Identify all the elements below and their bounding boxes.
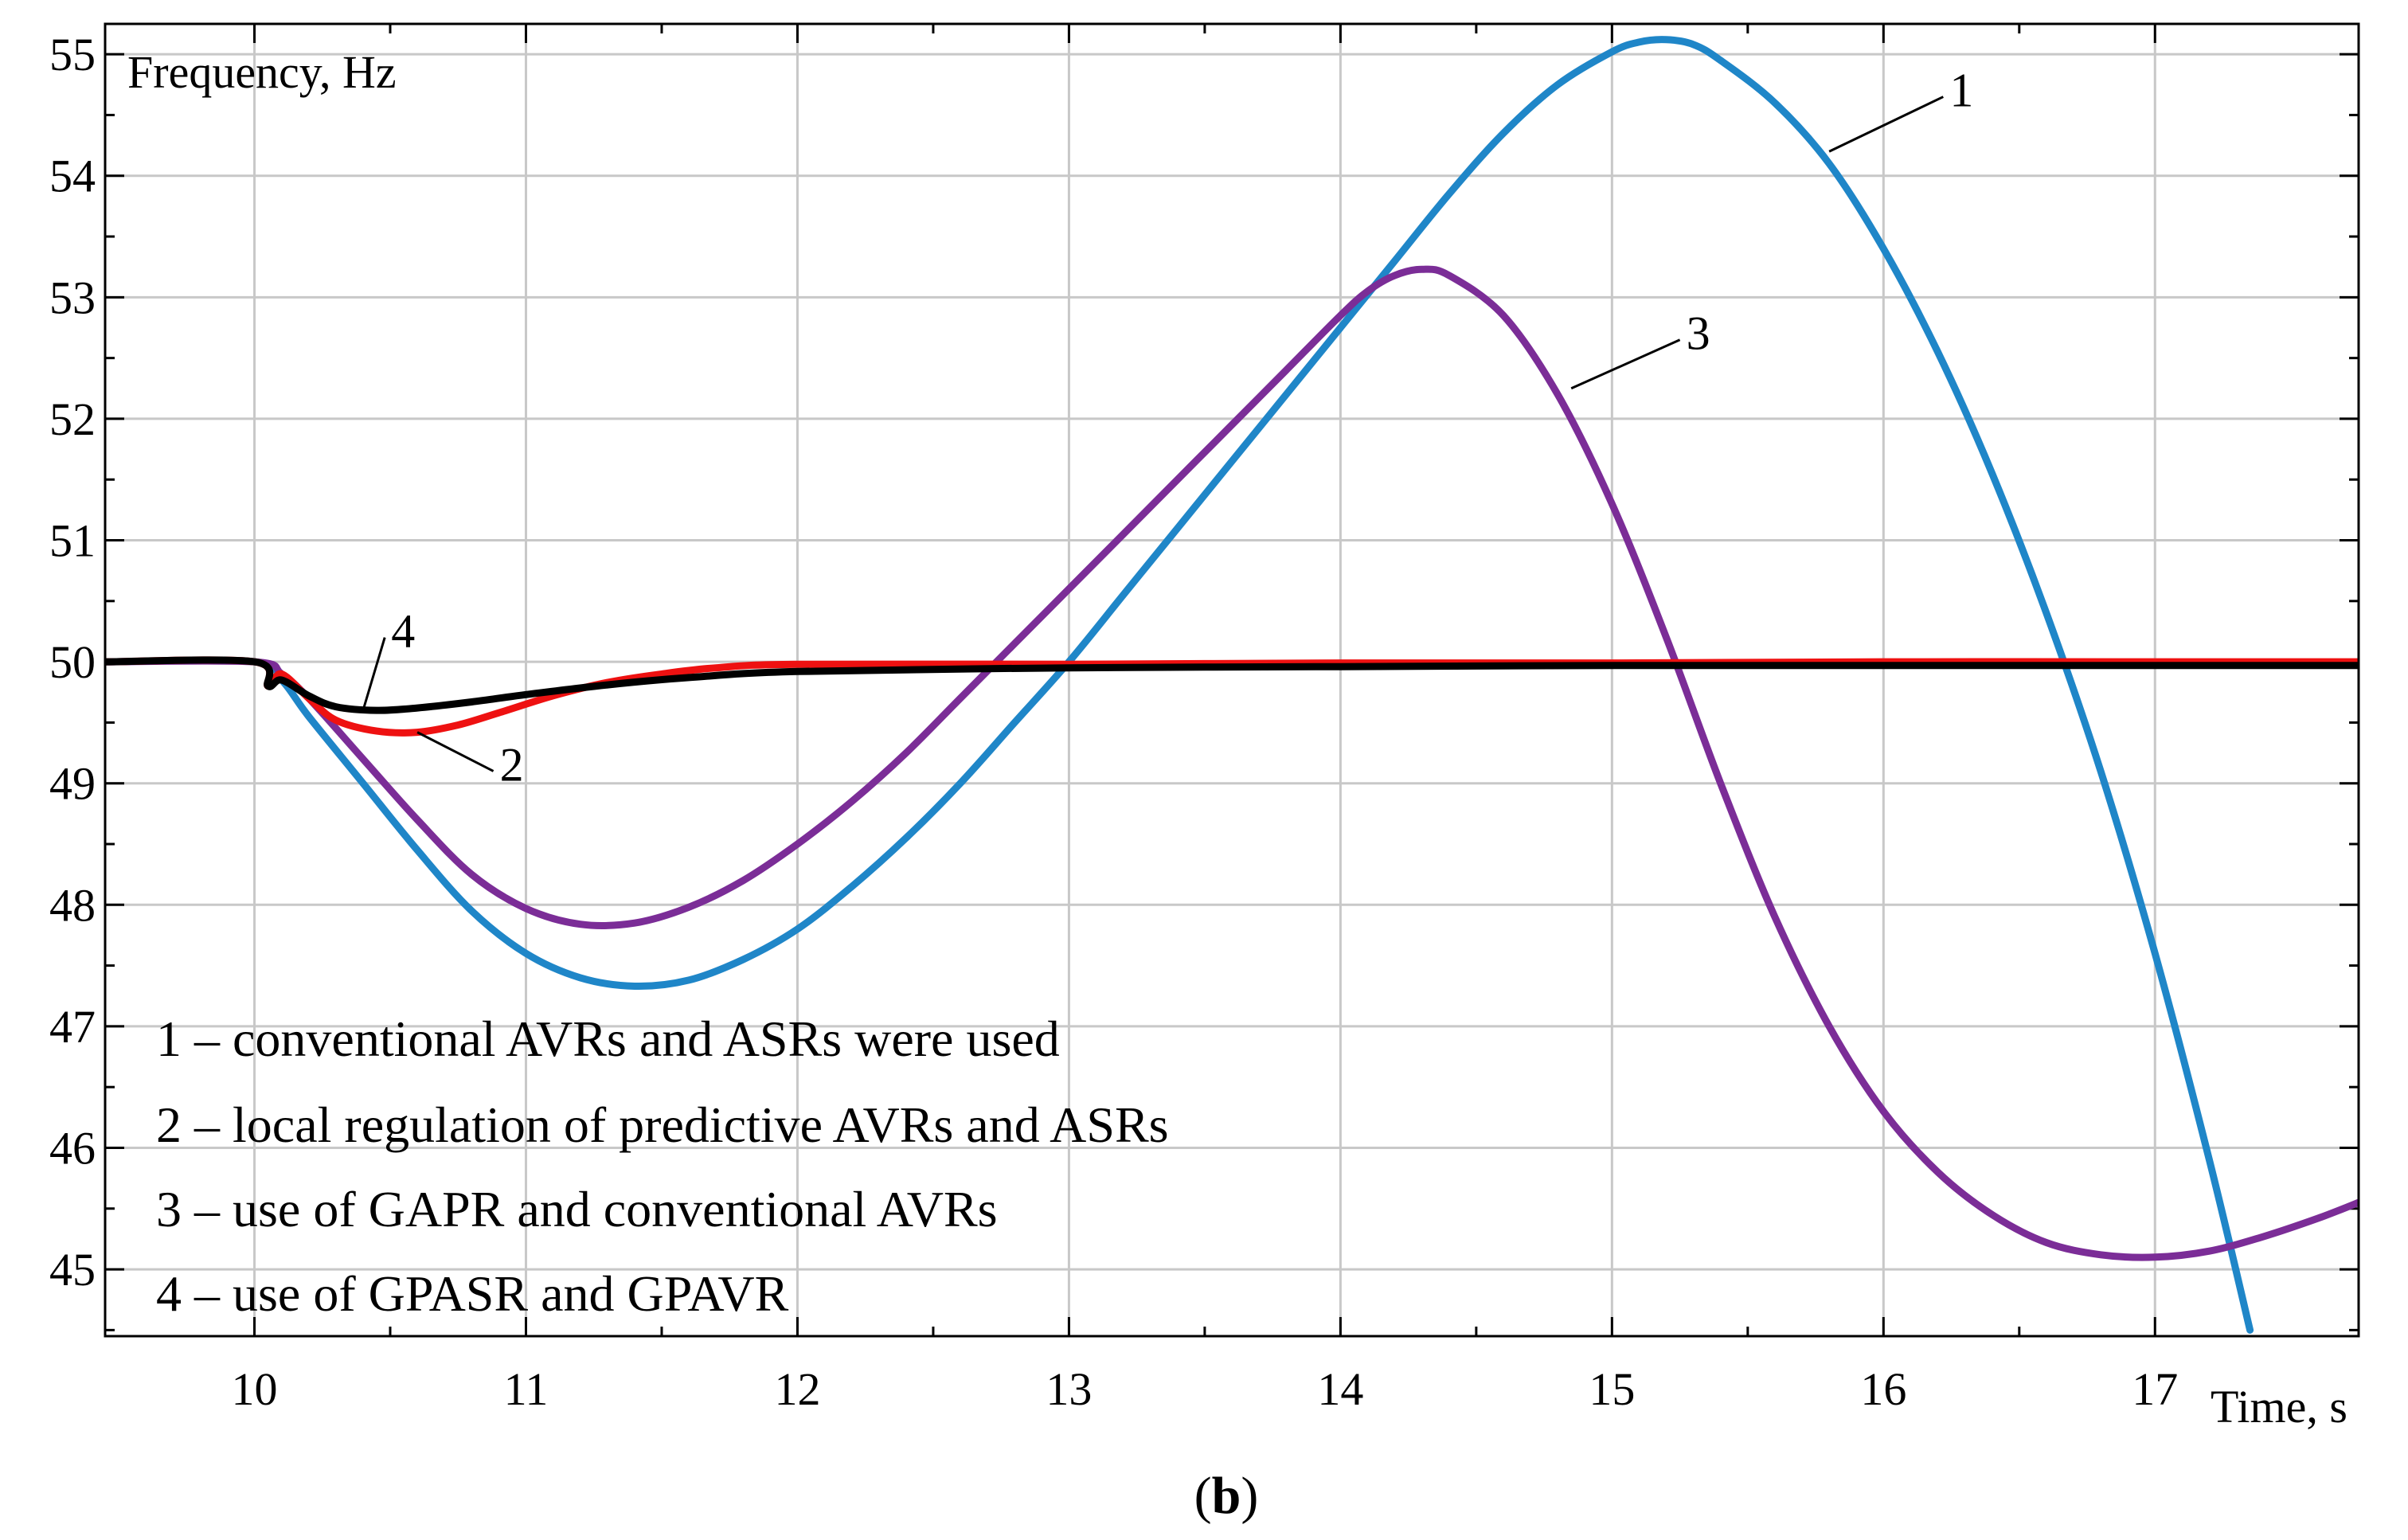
x-tick-label-16: 16 (1860, 1363, 1906, 1415)
series-lines (105, 36, 2359, 1334)
plot-frame (104, 22, 2360, 1338)
x-tick-label-15: 15 (1589, 1363, 1635, 1415)
panel-label-close: ) (1241, 1467, 1258, 1525)
x-tick-label-17: 17 (2132, 1363, 2178, 1415)
curve-label-leader-1 (1828, 96, 1944, 153)
x-tick-label-11: 11 (504, 1363, 549, 1415)
legend-item-3: 3 – use of GAPR and conventional AVRs (156, 1181, 998, 1237)
y-tick-label-51: 51 (49, 515, 96, 567)
legend-item-1: 1 – conventional AVRs and ASRs were used (156, 1010, 1060, 1067)
curve-label-leader-2 (416, 731, 494, 772)
legend-item-2: 2 – local regulation of predictive AVRs … (156, 1096, 1169, 1153)
curve-label-4: 4 (391, 605, 415, 658)
x-tick-label-14: 14 (1317, 1363, 1363, 1415)
panel-label: (b) (1194, 1467, 1259, 1525)
x-tick-label-12: 12 (774, 1363, 820, 1415)
y-tick-label-52: 52 (49, 393, 96, 445)
x-axis-title: Time, s (2211, 1381, 2347, 1433)
x-tick-label-10: 10 (232, 1363, 278, 1415)
legend-item-4: 4 – use of GPASR and GPAVR (156, 1265, 789, 1322)
x-tick-label-13: 13 (1046, 1363, 1092, 1415)
series-line-1 (105, 36, 2254, 1334)
series-line-4 (105, 656, 2359, 714)
y-axis-title: Frequency, Hz (127, 46, 397, 98)
curve-labels: 1 2 3 4 (362, 64, 1973, 791)
y-tick-label-50: 50 (49, 636, 96, 688)
panel-label-open: ( (1194, 1467, 1212, 1525)
y-tick-label-54: 54 (49, 150, 96, 202)
y-tick-label-47: 47 (49, 1001, 96, 1053)
y-tick-label-53: 53 (49, 272, 96, 323)
curve-label-leader-4 (362, 637, 386, 711)
legend: 1 – conventional AVRs and ASRs were used… (156, 1010, 1169, 1322)
grid (105, 24, 2359, 1336)
curve-label-2: 2 (500, 738, 524, 791)
series-line-3 (105, 265, 2359, 1261)
y-tick-label-48: 48 (49, 879, 96, 931)
curve-label-leader-3 (1570, 338, 1681, 390)
y-tick-label-55: 55 (49, 29, 96, 80)
y-tick-label-46: 46 (49, 1122, 96, 1174)
curve-label-1: 1 (1949, 64, 1973, 117)
curve-label-3: 3 (1687, 307, 1710, 360)
y-tick-label-45: 45 (49, 1244, 96, 1296)
y-tick-label-49: 49 (49, 758, 96, 810)
panel-label-letter: b (1212, 1467, 1241, 1525)
